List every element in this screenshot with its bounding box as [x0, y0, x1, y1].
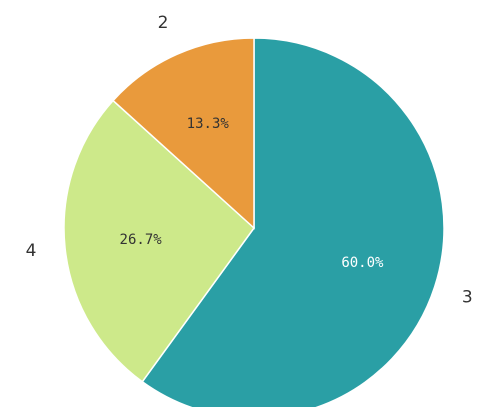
slice-category-label: 4: [26, 241, 37, 261]
slice-value-label: 26.7%: [120, 232, 163, 248]
pie-slice: [141, 37, 445, 407]
slice-category-label: 3: [462, 287, 473, 307]
pie-slice: [112, 37, 255, 230]
slice-category-label: 2: [158, 13, 169, 33]
slice-value-label: 13.3%: [187, 116, 230, 132]
pie-slice: [63, 99, 256, 383]
slice-value-label: 60.0%: [341, 255, 384, 271]
